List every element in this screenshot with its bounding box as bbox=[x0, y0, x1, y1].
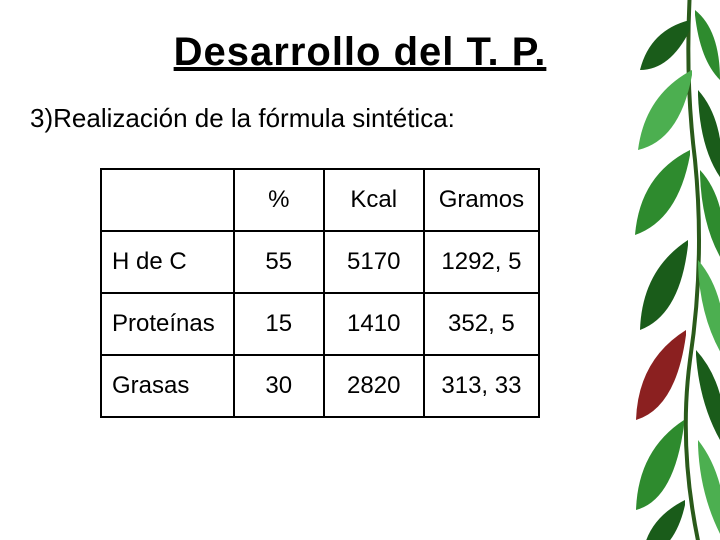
row-label: Proteínas bbox=[101, 293, 234, 355]
table-row: Grasas 30 2820 313, 33 bbox=[101, 355, 539, 417]
nutrition-table: % Kcal Gramos H de C 55 5170 1292, 5 Pro… bbox=[100, 168, 540, 418]
col-header-percent: % bbox=[234, 169, 324, 231]
cell-kcal: 1410 bbox=[324, 293, 424, 355]
col-header-gramos: Gramos bbox=[424, 169, 539, 231]
cell-gramos: 352, 5 bbox=[424, 293, 539, 355]
cell-percent: 55 bbox=[234, 231, 324, 293]
col-header-kcal: Kcal bbox=[324, 169, 424, 231]
cell-gramos: 1292, 5 bbox=[424, 231, 539, 293]
cell-kcal: 2820 bbox=[324, 355, 424, 417]
cell-percent: 30 bbox=[234, 355, 324, 417]
page-title: Desarrollo del T. P. bbox=[0, 0, 720, 75]
col-header-empty bbox=[101, 169, 234, 231]
cell-percent: 15 bbox=[234, 293, 324, 355]
row-label: H de C bbox=[101, 231, 234, 293]
row-label: Grasas bbox=[101, 355, 234, 417]
cell-gramos: 313, 33 bbox=[424, 355, 539, 417]
table-row: Proteínas 15 1410 352, 5 bbox=[101, 293, 539, 355]
cell-kcal: 5170 bbox=[324, 231, 424, 293]
subtitle: 3)Realización de la fórmula sintética: bbox=[0, 75, 720, 134]
table-header-row: % Kcal Gramos bbox=[101, 169, 539, 231]
nutrition-table-wrap: % Kcal Gramos H de C 55 5170 1292, 5 Pro… bbox=[0, 134, 720, 418]
table-row: H de C 55 5170 1292, 5 bbox=[101, 231, 539, 293]
